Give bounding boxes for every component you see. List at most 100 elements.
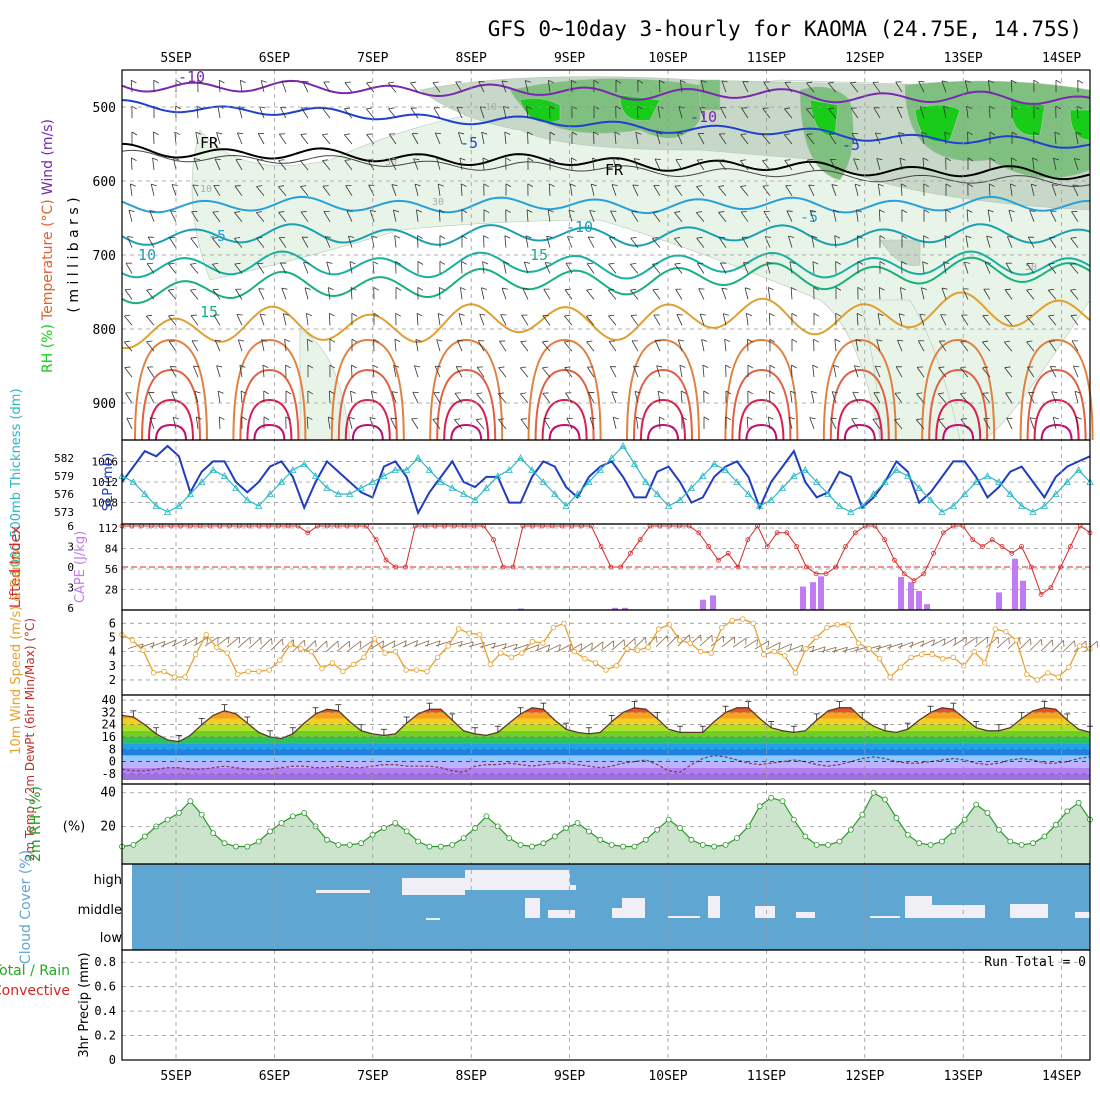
temp-contour-warm-lobe	[141, 368, 201, 441]
wind-barb-staff	[915, 419, 925, 430]
wind-barb-staff	[806, 82, 815, 93]
wind10-barb-staff	[875, 644, 892, 650]
wind-barb-flag	[765, 236, 772, 238]
wind-barb	[329, 364, 336, 378]
wind10-barb	[402, 640, 419, 648]
wind10-barb-staff	[578, 642, 593, 652]
wind-barb-staff	[237, 339, 243, 352]
wind-barb	[982, 366, 991, 378]
wind-barb-staff	[1008, 210, 1013, 222]
wind-barb-flag	[831, 184, 838, 187]
wind-barb-staff	[432, 82, 441, 93]
wind-barb	[635, 131, 642, 145]
wind10-point	[1045, 670, 1051, 676]
wind-barb-flag	[632, 184, 639, 186]
wind10-point	[329, 660, 336, 666]
temp-contour-warm-lobe	[344, 398, 391, 441]
wind10-barb-staff	[226, 636, 240, 648]
wind10-point	[697, 648, 704, 655]
wind-barb	[520, 366, 529, 378]
wind-barb	[350, 287, 357, 300]
rh2m-point	[392, 820, 399, 826]
wind-barb	[989, 131, 996, 145]
wind-barb-staff	[236, 314, 243, 326]
lifted-index-line	[122, 525, 1091, 596]
wind-barb	[899, 157, 906, 170]
thickness-point	[1040, 502, 1049, 509]
wind-barb	[567, 236, 574, 248]
wind-barb-flag	[131, 157, 137, 162]
wind-barb-flag	[215, 158, 221, 161]
wind-barb	[828, 133, 837, 145]
wind-barb-flag	[610, 210, 617, 212]
wind-barb-flag	[367, 159, 374, 161]
wind-barb-flag	[300, 185, 307, 187]
wind-barb-staff	[878, 287, 881, 300]
wind-barb-flag	[235, 159, 242, 161]
wind-barb-staff	[216, 132, 221, 145]
lifted-index-point	[931, 550, 936, 556]
wind-barb-flag	[433, 107, 440, 109]
wind-barb-flag	[1026, 340, 1033, 343]
wind-barb-staff	[504, 235, 507, 248]
wind10-barb-flag	[1008, 637, 1010, 644]
wind-barb-staff	[812, 365, 815, 378]
wind10-point	[645, 644, 651, 651]
wind-barb-flag	[1028, 391, 1035, 394]
wind-barb-staff	[394, 339, 397, 352]
thickness-point	[209, 466, 217, 473]
wind10-point	[213, 644, 220, 651]
wind-barb	[458, 313, 465, 326]
wind-barb-flag	[499, 340, 506, 342]
wind-barb-staff	[590, 184, 595, 196]
wind-barb	[593, 105, 600, 119]
wind10-barb-staff	[600, 640, 614, 651]
wind-barb	[677, 339, 685, 352]
wind-barb-flag	[652, 262, 659, 265]
thickness-point	[676, 496, 684, 503]
wind-barb	[988, 105, 995, 119]
rh2m-point	[722, 841, 729, 848]
wind-barb-flag	[918, 340, 925, 342]
wind-barb-flag	[854, 183, 861, 187]
wind-barb-flag	[698, 133, 705, 135]
wind-barb-flag	[631, 211, 638, 212]
wind-barb	[238, 106, 245, 119]
lifted-index-point	[393, 564, 399, 570]
wind-barb-staff	[1076, 106, 1079, 119]
wind-barb	[434, 132, 442, 145]
wind-barb	[630, 237, 639, 248]
wind10-point	[287, 641, 294, 648]
wind-barb-staff	[455, 366, 463, 378]
thickness-point	[733, 478, 741, 485]
wind-barb	[411, 418, 419, 430]
wind-barb-staff	[921, 132, 925, 145]
rh2m-point	[1041, 833, 1048, 840]
wind-barb-flag	[763, 210, 770, 212]
wind-barb-flag	[280, 262, 287, 264]
temp-band	[122, 718, 1090, 725]
wind-barb	[697, 133, 705, 145]
wind-barb	[876, 339, 883, 352]
lifted-index-point	[373, 537, 379, 543]
wind10-point	[750, 620, 757, 627]
wind-barb-staff	[984, 262, 991, 274]
wind-barb-staff	[943, 106, 947, 119]
thickness-point	[813, 478, 821, 485]
wind10-barb	[633, 637, 647, 649]
wind10-point	[487, 661, 493, 668]
wind10-point	[803, 646, 809, 652]
wind-barb-flag	[857, 235, 863, 239]
wind-barb-flag	[482, 157, 489, 161]
wind-barb	[564, 288, 573, 300]
thickness-point	[756, 502, 764, 509]
wind-barb	[832, 209, 840, 222]
wind-barb	[549, 157, 556, 170]
thickness-point	[1052, 490, 1060, 497]
wind-barb-staff	[434, 132, 441, 145]
rh2m-point	[802, 833, 809, 840]
wind-barb-flag	[1033, 79, 1040, 84]
wind-barb	[239, 79, 246, 93]
wind-barb-staff	[630, 237, 639, 248]
wind-barb-staff	[393, 365, 397, 378]
